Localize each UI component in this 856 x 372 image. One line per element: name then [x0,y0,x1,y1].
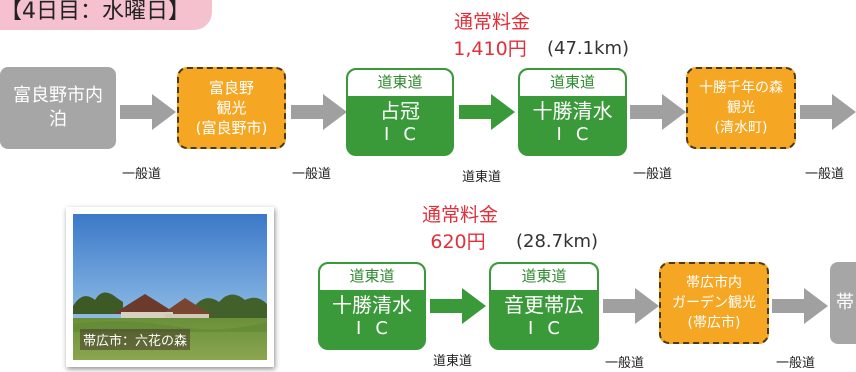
ic-name: 音更帯広 [504,293,584,317]
sightseeing-spot-obihiro-garden: 帯広市内 ガーデン観光 (帯広市) [659,262,769,344]
sightseeing-spot-furano: 富良野 観光 (富良野市) [177,67,286,149]
road-label: 一般道 [292,167,332,182]
ic-name: 十勝清水 [532,99,613,123]
arrow-expressway [430,286,488,326]
arrow-general-road [291,92,349,132]
expressway-header: 道東道 [520,70,625,96]
road-label: 一般道 [805,167,845,182]
road-label: 一般道 [605,356,645,371]
toll-amount-2: 620円 [430,231,486,253]
arrow-general-road [772,286,828,326]
end-node: 帯 [830,262,856,344]
ic-suffix: IC [356,318,402,339]
ic-shimukappu: 道東道 占冠 IC [346,68,454,156]
spot-line: 十勝千年の森 [699,80,783,96]
photo-caption: 帯広市：六花の森 [80,329,191,350]
ic-suffix: IC [528,318,574,339]
arrow-general-road [120,92,178,132]
road-label: 一般道 [776,356,816,371]
arrow-expressway [459,92,517,132]
road-label: 道東道 [462,170,502,185]
day-title: 【4日目：水曜日】 [0,0,212,30]
spot-line: (帯広市) [687,315,741,331]
spot-line: 富良野 [208,79,254,97]
ic-tokachi-shimizu-row2: 道東道 十勝清水 IC [318,262,426,350]
spot-line: ガーデン観光 [672,295,756,311]
arrow-general-road [800,92,856,132]
toll-label-2: 通常料金 [421,204,498,226]
ic-name: 十勝清水 [332,293,412,317]
spot-line: 観光 [727,100,755,116]
toll-label-1: 通常料金 [453,11,530,33]
road-label: 一般道 [633,167,673,182]
toll-distance-1: (47.1km) [547,38,630,59]
road-label: 一般道 [122,167,162,182]
ic-suffix: IC [556,124,603,145]
spot-line: (富良野市) [195,119,268,137]
photo-rokka-no-mori: 帯広市：六花の森 [66,207,274,367]
spot-line: 帯広市内 [686,275,742,291]
ic-otofuke-obihiro: 道東道 音更帯広 IC [489,262,599,350]
start-node-line-1: 富良野市内 [13,85,103,106]
ic-suffix: IC [384,124,430,145]
expressway-header: 道東道 [491,264,597,290]
spot-line: (清水町) [714,120,768,136]
ic-name: 占冠 [380,99,420,123]
start-node-line-2: 泊 [49,109,67,130]
expressway-header: 道東道 [348,70,452,96]
start-node: 富良野市内 泊 [0,67,116,149]
toll-amount-1: 1,410円 [453,38,527,60]
end-node-label: 帯 [836,292,854,313]
ic-tokachi-shimizu: 道東道 十勝清水 IC [518,68,627,156]
toll-distance-2: (28.7km) [516,231,599,252]
arrow-general-road [603,286,661,326]
road-label: 道東道 [433,354,473,369]
expressway-header: 道東道 [320,264,424,290]
sightseeing-spot-tokachi-millennium-forest: 十勝千年の森 観光 (清水町) [686,67,796,149]
arrow-general-road [630,92,688,132]
spot-line: 観光 [216,99,247,117]
